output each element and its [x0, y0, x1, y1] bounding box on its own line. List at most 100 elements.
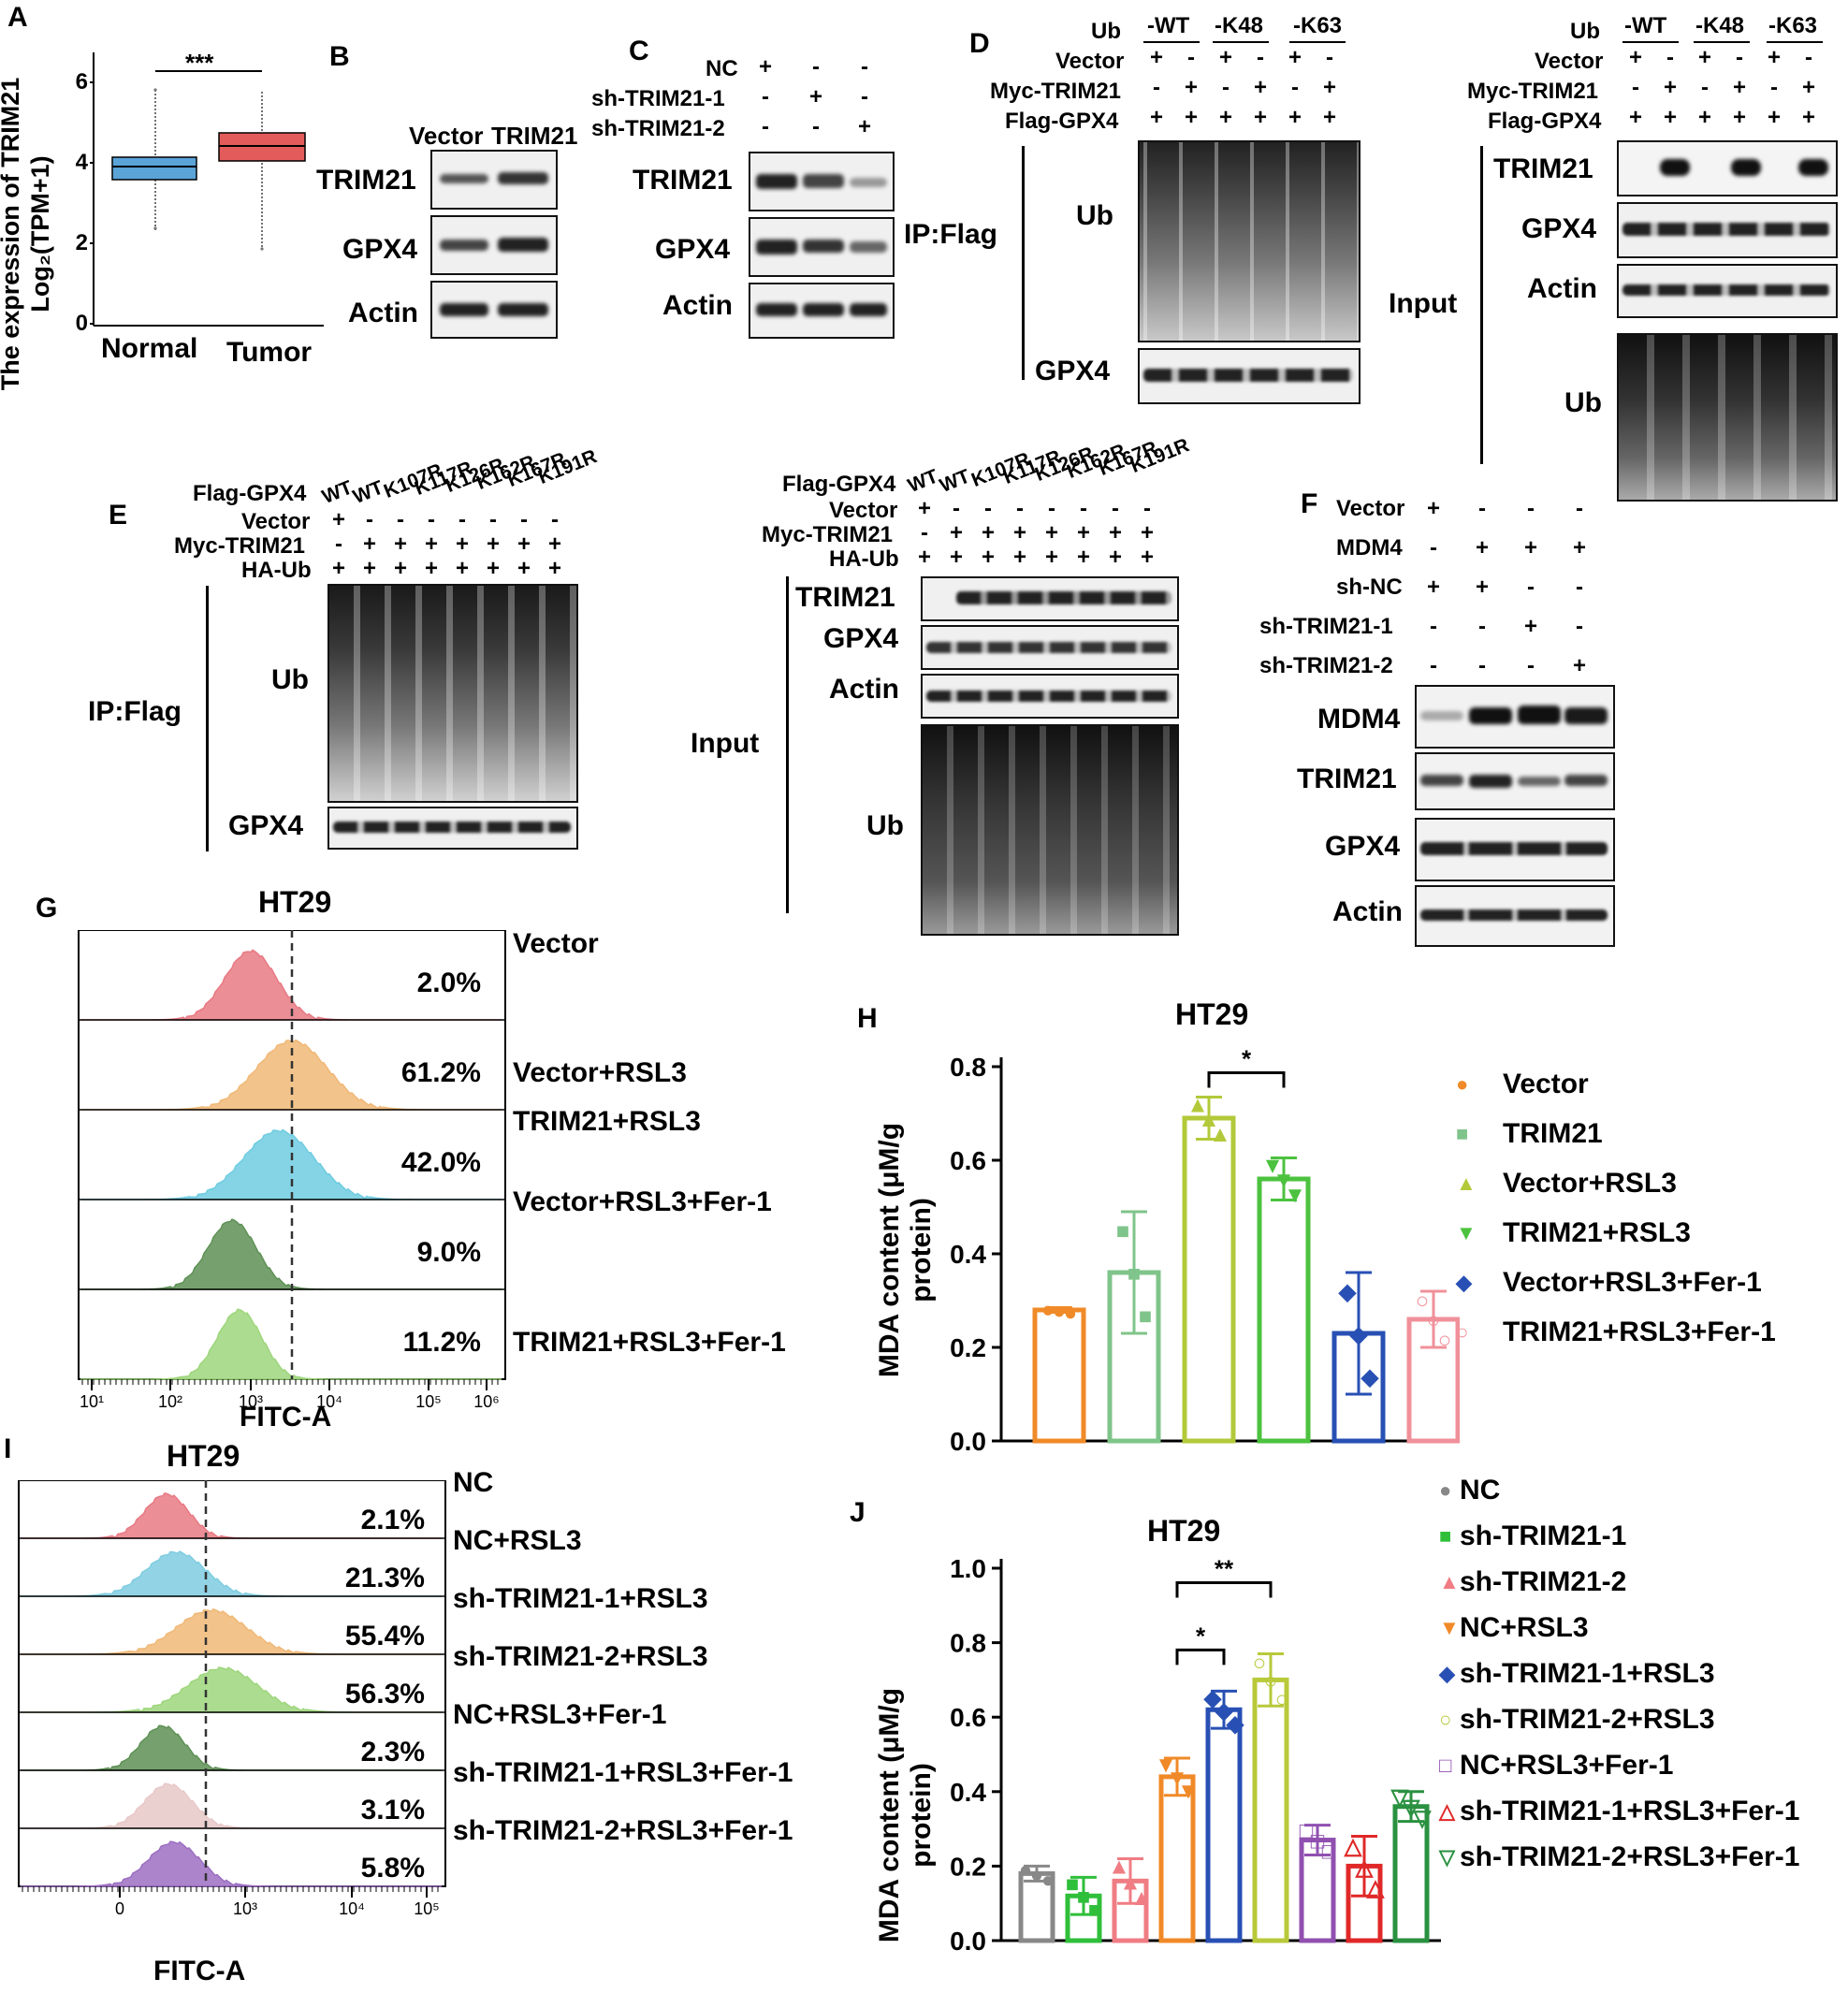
- panel-f-sign: -: [1478, 496, 1486, 521]
- legend-marker: ○: [1439, 1708, 1452, 1731]
- panel-e-sign: -: [1080, 496, 1087, 521]
- data-point: ▼: [1284, 1183, 1306, 1208]
- panel-d-sign: +: [1253, 105, 1267, 130]
- panel-d-sign: -: [1291, 75, 1299, 100]
- legend-label: sh-TRIM21-1+RSL3: [1460, 1658, 1715, 1689]
- data-point: ◆: [1338, 1280, 1357, 1305]
- panel-d-sign: +: [1767, 45, 1781, 70]
- panel-c-cond: sh-TRIM21-2: [591, 116, 725, 141]
- panel-e-sign: -: [1143, 496, 1151, 521]
- histogram-condition-label: Vector+RSL3+Fer-1: [513, 1186, 772, 1217]
- data-point: ●: [1064, 1301, 1078, 1326]
- panel-e-cond: HA-Ub: [241, 558, 312, 583]
- panel-f-blot-actin: [1415, 885, 1615, 947]
- data-point: ▼: [1166, 1766, 1188, 1791]
- panel-e-sign: +: [949, 545, 963, 570]
- panel-d-sign: +: [1697, 45, 1711, 70]
- panel-d-sign: -: [1222, 75, 1230, 100]
- legend-label: NC: [1460, 1475, 1501, 1506]
- panel-e-sign: +: [362, 531, 376, 557]
- data-point: ◆: [1226, 1711, 1244, 1737]
- axis-tick-label: 10³: [232, 1899, 257, 1918]
- panel-d-cond-ub: Ub: [1091, 19, 1121, 44]
- panel-e-input-label: Input: [691, 728, 760, 759]
- panel-c-row-label: Actin: [662, 290, 733, 321]
- panel-e-cond: Vector: [829, 498, 898, 523]
- panel-d-input-blot-ub: [1617, 333, 1838, 502]
- panel-a-xlabel-tumor: Tumor: [226, 337, 313, 368]
- legend-marker: ▽: [1439, 1845, 1455, 1869]
- panel-label-a: A: [7, 2, 28, 33]
- panel-d-sign: +: [1801, 105, 1815, 130]
- panel-e-ip-blot-ub: [327, 584, 578, 803]
- panel-d-sign: -: [1666, 45, 1674, 70]
- panel-e-flag-label: Flag-GPX4: [782, 472, 896, 497]
- panel-label-d: D: [969, 28, 990, 59]
- panel-f-sign: -: [1576, 614, 1583, 639]
- panel-e-input-blot-gpx4: [921, 625, 1179, 670]
- bar: [1182, 1115, 1236, 1444]
- data-point: ■: [1066, 1871, 1080, 1897]
- panel-a-plot: [90, 52, 324, 327]
- histogram-condition-label: sh-TRIM21-1+RSL3+Fer-1: [453, 1757, 793, 1788]
- panel-e-sign: +: [331, 507, 345, 532]
- panel-e-sign: -: [1048, 496, 1055, 521]
- y-tick-label: 0.4: [950, 1240, 986, 1269]
- data-point: ▼: [1273, 1168, 1295, 1193]
- data-point: ▲: [1130, 1885, 1153, 1911]
- panel-e-input-row: Ub: [866, 810, 904, 841]
- panel-f-sign: +: [1523, 535, 1537, 560]
- panel-f-sign: +: [1572, 653, 1586, 678]
- panel-d-ip-row: GPX4: [1035, 356, 1111, 386]
- panel-e-cond: Vector: [241, 509, 311, 534]
- panel-f-sign: +: [1426, 496, 1440, 521]
- legend-label: sh-TRIM21-1+RSL3+Fer-1: [1460, 1796, 1800, 1826]
- significance-label: **: [1215, 1555, 1234, 1583]
- significance-bracket: [1175, 1581, 1273, 1598]
- axis-tick-label: 10⁵: [415, 1392, 442, 1411]
- panel-e-input-row: Actin: [829, 674, 899, 705]
- data-point: ■: [1128, 1261, 1142, 1287]
- panel-a-ytick: 4: [75, 150, 88, 175]
- panel-d-sign: +: [1218, 45, 1232, 70]
- panel-d-input-row: Ub: [1564, 387, 1602, 418]
- panel-e-sign: -: [428, 507, 435, 532]
- legend-marker: ●: [1456, 1072, 1469, 1096]
- legend-label: sh-TRIM21-2+RSL3+Fer-1: [1460, 1841, 1800, 1872]
- panel-f-sign: -: [1430, 535, 1437, 560]
- axis-tick-label: 10⁴: [339, 1899, 365, 1918]
- data-point: ▽: [1413, 1806, 1433, 1831]
- panel-d-sign: -: [1257, 45, 1264, 70]
- histogram-percent: 2.0%: [416, 967, 481, 999]
- panel-e-sign: +: [455, 531, 469, 557]
- panel-d-input-blot-actin: [1617, 264, 1838, 318]
- panel-e-sign: +: [517, 556, 531, 581]
- panel-f-row-label: TRIM21: [1297, 764, 1397, 794]
- panel-e-sign: +: [1076, 545, 1090, 570]
- significance-bracket: [1207, 1071, 1286, 1088]
- panel-h-title: HT29: [1175, 997, 1249, 1031]
- legend-marker: ■: [1456, 1122, 1469, 1145]
- panel-c-sign: -: [861, 84, 868, 109]
- bar: [1158, 1774, 1196, 1943]
- panel-label-i: I: [4, 1433, 12, 1464]
- data-point: ◆: [1215, 1698, 1233, 1724]
- panel-f-sign: -: [1527, 496, 1535, 521]
- panel-f-blot-gpx4: [1415, 818, 1615, 881]
- legend-marker: ▲: [1456, 1171, 1477, 1195]
- data-point: ▼: [1155, 1753, 1177, 1778]
- panel-e-ip-row: Ub: [271, 664, 309, 695]
- axis-tick-label: 10⁵: [414, 1899, 440, 1918]
- panel-d-ubtype: -K48: [1695, 13, 1745, 38]
- panel-f-sign: -: [1576, 575, 1583, 600]
- panel-c-sign: -: [762, 84, 769, 109]
- panel-e-sign: +: [1108, 520, 1122, 546]
- histogram-condition-label: sh-TRIM21-2+RSL3+Fer-1: [453, 1815, 793, 1846]
- panel-f-sign: +: [1426, 575, 1440, 600]
- panel-f-cond: Vector: [1336, 496, 1405, 521]
- panel-i-title: HT29: [167, 1439, 240, 1473]
- panel-e-ip-blot-gpx4: [327, 807, 578, 850]
- panel-e-sign: +: [1140, 545, 1154, 570]
- bar: [1107, 1270, 1161, 1444]
- data-point: ○: [1253, 1651, 1267, 1676]
